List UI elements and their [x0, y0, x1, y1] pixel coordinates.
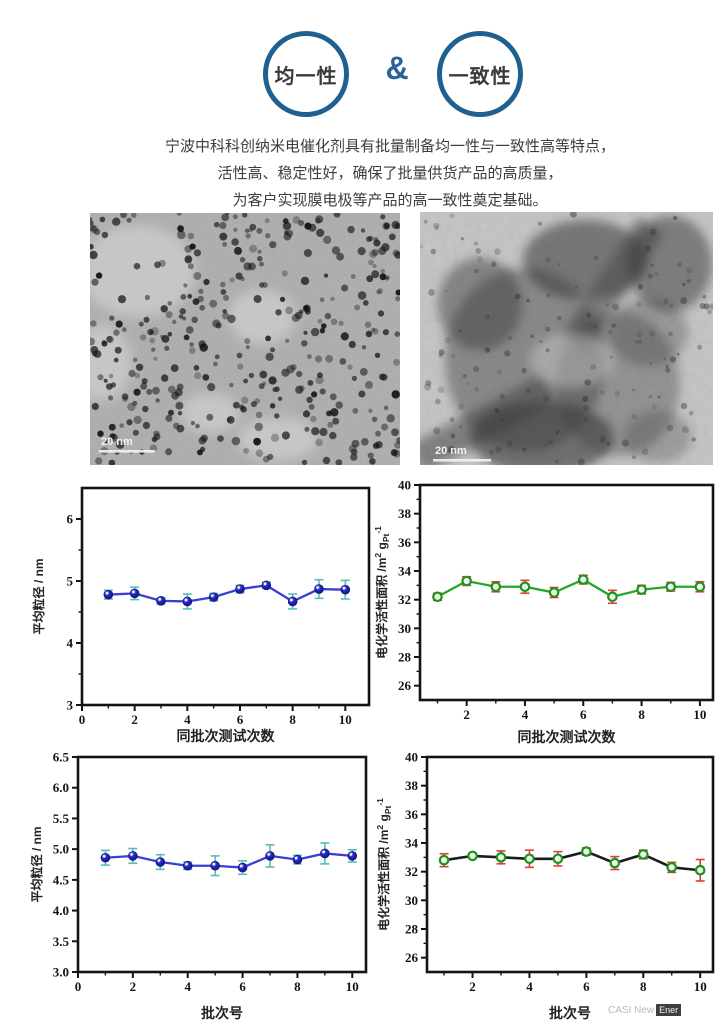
uniformity-badge: 均一性	[263, 31, 349, 117]
svg-text:26: 26	[398, 678, 412, 693]
svg-text:5: 5	[67, 574, 74, 589]
scale-bar-label: 20 nm	[435, 445, 467, 457]
tem-image-nanoparticles: 20 nm	[90, 213, 400, 465]
svg-text:30: 30	[398, 621, 411, 636]
svg-text:2: 2	[131, 712, 138, 727]
series-line	[436, 578, 700, 599]
chart-avg-size-within-batch: 3 4 5 6 0 2 4 6 8 10 同批次测试次数 平均粒径 / nm	[31, 486, 371, 744]
svg-text:6: 6	[67, 512, 74, 527]
nanoparticles	[90, 213, 400, 465]
svg-text:3: 3	[67, 698, 74, 713]
scale-bar	[433, 459, 491, 462]
svg-text:28: 28	[398, 650, 412, 665]
svg-text:6: 6	[583, 979, 590, 994]
consistency-badge-label: 一致性	[448, 65, 512, 88]
svg-text:6: 6	[237, 712, 244, 727]
svg-text:6: 6	[239, 979, 246, 994]
svg-text:6.0: 6.0	[53, 780, 69, 795]
svg-text:同批次测试次数: 同批次测试次数	[518, 729, 617, 745]
data-markers	[432, 574, 706, 603]
svg-text:4.5: 4.5	[53, 872, 70, 887]
svg-text:电化学活性面积 /m2 gPt-1: 电化学活性面积 /m2 gPt-1	[373, 526, 391, 659]
svg-text:30: 30	[405, 893, 418, 908]
svg-text:批次号: 批次号	[201, 1005, 243, 1021]
svg-text:3.0: 3.0	[53, 965, 69, 980]
watermark-prefix: CASI New	[608, 1004, 655, 1016]
svg-text:平均粒径 / nm: 平均粒径 / nm	[29, 826, 44, 902]
texture-speckle	[420, 212, 713, 465]
watermark: CASI New Ener	[608, 1004, 682, 1016]
scale-bar	[99, 450, 155, 453]
svg-text:0: 0	[79, 712, 86, 727]
svg-text:8: 8	[640, 979, 647, 994]
svg-text:10: 10	[693, 707, 706, 722]
svg-text:36: 36	[405, 807, 419, 822]
svg-text:平均粒径 / nm: 平均粒径 / nm	[31, 558, 46, 634]
aggregate-blobs	[420, 216, 712, 465]
error-bars	[100, 842, 357, 877]
scale-bar-label: 20 nm	[101, 436, 133, 448]
series-line	[105, 852, 353, 869]
svg-text:8: 8	[294, 979, 301, 994]
svg-text:6: 6	[580, 707, 587, 722]
svg-text:2: 2	[469, 979, 476, 994]
svg-text:4: 4	[522, 707, 529, 722]
chart-avg-size-by-batch: 3.0 3.5 4.0 4.5 5.0 5.5 6.0 6.5 0 2 4 6 8 10 批次号 平均粒径 /…	[29, 750, 368, 1021]
svg-text:4: 4	[184, 979, 191, 994]
svg-text:10: 10	[339, 712, 352, 727]
svg-text:34: 34	[405, 836, 419, 851]
watermark-highlight: Ener	[656, 1004, 682, 1016]
svg-text:8: 8	[638, 707, 645, 722]
svg-text:40: 40	[398, 478, 411, 493]
chart-ecsa-within-batch: 26 28 30 32 34 36 38 40 2 4 6 8 10 同批次测试次数 电化学活性面积 /m2…	[373, 478, 715, 745]
svg-text:28: 28	[405, 922, 419, 937]
svg-text:38: 38	[405, 778, 419, 793]
svg-text:4: 4	[184, 712, 191, 727]
series-line	[443, 850, 701, 872]
svg-text:电化学活性面积 /m2 gPt-1: 电化学活性面积 /m2 gPt-1	[375, 798, 393, 931]
description-line: 为客户实现膜电极等产品的高一致性奠定基础。	[232, 192, 548, 209]
svg-text:40: 40	[405, 750, 418, 765]
svg-text:26: 26	[405, 950, 419, 965]
svg-text:32: 32	[405, 864, 418, 879]
svg-text:10: 10	[346, 979, 359, 994]
svg-text:8: 8	[289, 712, 296, 727]
svg-text:2: 2	[463, 707, 470, 722]
svg-text:5.0: 5.0	[53, 842, 69, 857]
description-line: 活性高、稳定性好，确保了批量供货产品的高质量，	[217, 165, 563, 182]
svg-text:5.5: 5.5	[53, 811, 70, 826]
svg-text:0: 0	[75, 979, 82, 994]
data-markers	[438, 846, 706, 876]
svg-text:4.0: 4.0	[53, 903, 69, 918]
svg-text:34: 34	[398, 564, 412, 579]
svg-text:3.5: 3.5	[53, 934, 70, 949]
svg-text:4: 4	[526, 979, 533, 994]
svg-text:4: 4	[67, 636, 74, 651]
series-line	[108, 584, 346, 603]
svg-text:36: 36	[398, 535, 412, 550]
svg-text:32: 32	[398, 592, 411, 607]
svg-text:10: 10	[694, 979, 707, 994]
error-bars	[432, 574, 705, 605]
data-markers	[100, 848, 358, 873]
description-line: 宁波中科科创纳米电催化剂具有批量制备均一性与一致性高等特点，	[164, 138, 615, 155]
data-markers	[103, 580, 351, 607]
svg-text:同批次测试次数: 同批次测试次数	[177, 728, 276, 744]
svg-text:38: 38	[398, 506, 412, 521]
ampersand-text: &	[385, 50, 409, 86]
consistency-badge: 一致性	[437, 31, 523, 117]
description-block: 宁波中科科创纳米电催化剂具有批量制备均一性与一致性高等特点， 活性高、稳定性好，…	[60, 133, 720, 214]
svg-text:2: 2	[130, 979, 137, 994]
svg-text:批次号: 批次号	[549, 1005, 591, 1021]
tem-image-aggregate: 20 nm	[420, 212, 713, 465]
svg-text:6.5: 6.5	[53, 750, 70, 765]
chart-ecsa-by-batch: 26 28 30 32 34 36 38 40 2 4 6 8 10 批次号 电化学活性面积 /m2 gPt…	[375, 750, 715, 1021]
uniformity-badge-label: 均一性	[274, 65, 338, 88]
